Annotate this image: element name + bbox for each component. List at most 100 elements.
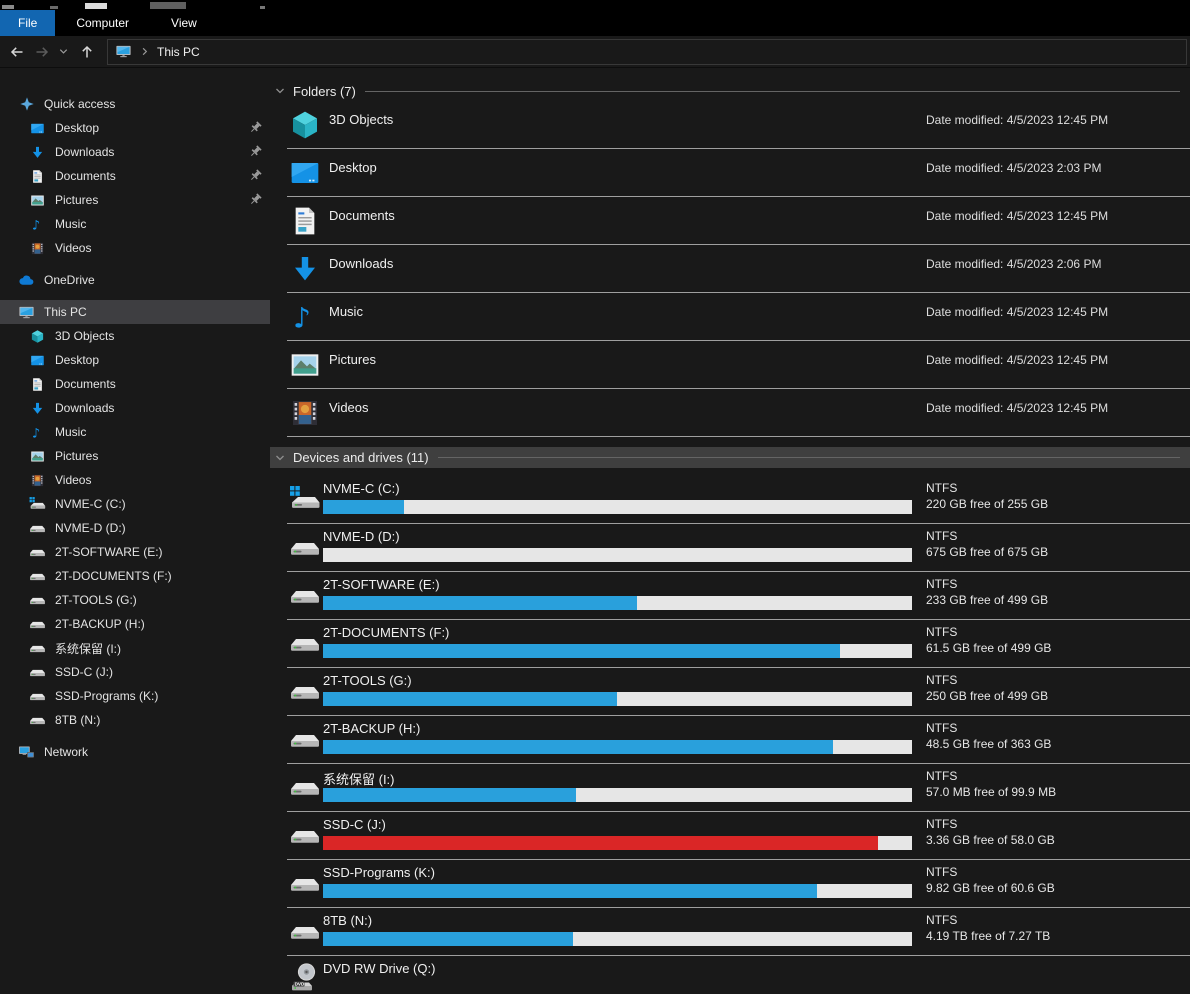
sidebar-item-pictures-pc[interactable]: Pictures: [0, 444, 270, 468]
tab-file[interactable]: File: [0, 10, 56, 36]
sidebar-item-drive-e[interactable]: 2T-SOFTWARE (E:): [0, 540, 270, 564]
drive-row-k[interactable]: SSD-Programs (K:) NTFS 9.82 GB free of 6…: [287, 860, 1190, 908]
drive-icon: [289, 676, 321, 708]
drive-row-c[interactable]: NVME-C (C:) NTFS 220 GB free of 255 GB: [287, 476, 1190, 524]
forward-button[interactable]: [29, 39, 54, 64]
filesystem-label: NTFS: [926, 481, 958, 495]
sidebar-item-downloads[interactable]: Downloads: [0, 140, 270, 164]
drive-row-dvd[interactable]: DVD RW Drive (Q:): [287, 956, 1190, 991]
drive-row-h[interactable]: 2T-BACKUP (H:) NTFS 48.5 GB free of 363 …: [287, 716, 1190, 764]
tab-view[interactable]: View: [150, 10, 218, 36]
drive-details: NTFS 3.36 GB free of 58.0 GB: [926, 816, 1055, 848]
sidebar-item-onedrive[interactable]: OneDrive: [0, 268, 270, 292]
sidebar-item-drive-k[interactable]: SSD-Programs (K:): [0, 684, 270, 708]
chevron-down-icon[interactable]: [274, 85, 286, 97]
disk-usage-fill: [323, 644, 840, 658]
pin-icon: [248, 144, 263, 159]
free-space-label: 220 GB free of 255 GB: [926, 497, 1049, 511]
tab-file-label: File: [18, 16, 38, 30]
back-button[interactable]: [4, 39, 29, 64]
sidebar-label: Pictures: [55, 193, 99, 207]
breadcrumb-chevron-icon: [139, 46, 150, 57]
folder-row-videos[interactable]: Videos Date modified: 4/5/2023 12:45 PM: [287, 389, 1190, 437]
drive-icon: [289, 724, 321, 756]
tab-computer[interactable]: Computer: [55, 10, 150, 36]
sidebar-item-drive-f[interactable]: 2T-DOCUMENTS (F:): [0, 564, 270, 588]
download-icon: [289, 253, 321, 285]
chevron-down-icon[interactable]: [274, 452, 286, 464]
sidebar-label: 2T-SOFTWARE (E:): [55, 545, 163, 559]
disk-usage-bar: [323, 596, 912, 610]
sidebar-item-documents[interactable]: Documents: [0, 164, 270, 188]
filesystem-label: NTFS: [926, 817, 958, 831]
download-icon: [29, 401, 46, 416]
free-space-label: 9.82 GB free of 60.6 GB: [926, 881, 1055, 895]
folder-name: Desktop: [329, 160, 377, 175]
devices-group-label: Devices and drives (11): [293, 450, 429, 465]
folder-row-pictures[interactable]: Pictures Date modified: 4/5/2023 12:45 P…: [287, 341, 1190, 389]
disk-usage-bar: [323, 692, 912, 706]
music-icon: [289, 301, 321, 333]
drive-row-i[interactable]: 系统保留 (I:) NTFS 57.0 MB free of 99.9 MB: [287, 764, 1190, 812]
sidebar-item-drive-g[interactable]: 2T-TOOLS (G:): [0, 588, 270, 612]
disk-usage-bar: [323, 500, 912, 514]
drive-icon: [29, 642, 46, 655]
sidebar-label: Desktop: [55, 121, 100, 135]
pictures-icon: [29, 449, 46, 464]
sidebar-label: Downloads: [55, 401, 115, 415]
drive-row-e[interactable]: 2T-SOFTWARE (E:) NTFS 233 GB free of 499…: [287, 572, 1190, 620]
drive-details: NTFS 675 GB free of 675 GB: [926, 528, 1048, 560]
sidebar-item-downloads-pc[interactable]: Downloads: [0, 396, 270, 420]
videos-icon: [29, 241, 46, 256]
sidebar-label: Pictures: [55, 449, 99, 463]
recent-locations-dropdown[interactable]: [54, 39, 72, 64]
breadcrumb[interactable]: This PC: [157, 44, 200, 59]
sidebar-item-drive-n[interactable]: 8TB (N:): [0, 708, 270, 732]
sidebar-item-music-pc[interactable]: Music: [0, 420, 270, 444]
sidebar-item-pictures[interactable]: Pictures: [0, 188, 270, 212]
drive-details: NTFS 233 GB free of 499 GB: [926, 576, 1048, 608]
sidebar-item-network[interactable]: Network: [0, 740, 270, 764]
folder-name: Downloads: [329, 256, 394, 271]
devices-group-header[interactable]: Devices and drives (11): [270, 447, 1190, 468]
sidebar-item-videos[interactable]: Videos: [0, 236, 270, 260]
sidebar-item-drive-i[interactable]: 系统保留 (I:): [0, 636, 270, 660]
folder-row-documents[interactable]: Documents Date modified: 4/5/2023 12:45 …: [287, 197, 1190, 245]
3d-objects-icon: [29, 329, 46, 344]
sidebar-item-desktop-pc[interactable]: Desktop: [0, 348, 270, 372]
folder-row-music[interactable]: Music Date modified: 4/5/2023 12:45 PM: [287, 293, 1190, 341]
sidebar-label: 系统保留 (I:): [55, 641, 121, 656]
sidebar-item-documents-pc[interactable]: Documents: [0, 372, 270, 396]
drive-details: NTFS 48.5 GB free of 363 GB: [926, 720, 1051, 752]
sidebar-item-drive-c[interactable]: NVME-C (C:): [0, 492, 270, 516]
drive-row-f[interactable]: 2T-DOCUMENTS (F:) NTFS 61.5 GB free of 4…: [287, 620, 1190, 668]
sidebar-item-3d-objects[interactable]: 3D Objects: [0, 324, 270, 348]
sidebar-item-drive-d[interactable]: NVME-D (D:): [0, 516, 270, 540]
system-drive-icon: [289, 484, 321, 516]
filesystem-label: NTFS: [926, 865, 958, 879]
folder-row-3d-objects[interactable]: 3D Objects Date modified: 4/5/2023 12:45…: [287, 101, 1190, 149]
sidebar-item-drive-j[interactable]: SSD-C (J:): [0, 660, 270, 684]
sidebar-label: Music: [55, 425, 87, 439]
sidebar-item-desktop[interactable]: Desktop: [0, 116, 270, 140]
drive-row-d[interactable]: NVME-D (D:) NTFS 675 GB free of 675 GB: [287, 524, 1190, 572]
folder-name: 3D Objects: [329, 112, 394, 127]
folder-row-desktop[interactable]: Desktop Date modified: 4/5/2023 2:03 PM: [287, 149, 1190, 197]
drive-name: 2T-SOFTWARE (E:): [323, 577, 440, 592]
address-bar[interactable]: This PC: [107, 38, 1187, 65]
drive-row-n[interactable]: 8TB (N:) NTFS 4.19 TB free of 7.27 TB: [287, 908, 1190, 956]
titlebar-icon-fragment: [2, 5, 14, 9]
sidebar-item-this-pc[interactable]: This PC: [0, 300, 270, 324]
sidebar-item-drive-h[interactable]: 2T-BACKUP (H:): [0, 612, 270, 636]
sidebar-item-quick-access[interactable]: Quick access: [0, 92, 270, 116]
group-rule: [364, 90, 1180, 92]
sidebar-item-music[interactable]: Music: [0, 212, 270, 236]
sidebar-item-videos-pc[interactable]: Videos: [0, 468, 270, 492]
drive-row-j[interactable]: SSD-C (J:) NTFS 3.36 GB free of 58.0 GB: [287, 812, 1190, 860]
folder-row-downloads[interactable]: Downloads Date modified: 4/5/2023 2:06 P…: [287, 245, 1190, 293]
up-button[interactable]: [74, 39, 99, 64]
disk-usage-bar: [323, 740, 912, 754]
drive-row-g[interactable]: 2T-TOOLS (G:) NTFS 250 GB free of 499 GB: [287, 668, 1190, 716]
folders-group-header[interactable]: Folders (7): [270, 81, 1190, 101]
document-icon: [289, 205, 321, 237]
